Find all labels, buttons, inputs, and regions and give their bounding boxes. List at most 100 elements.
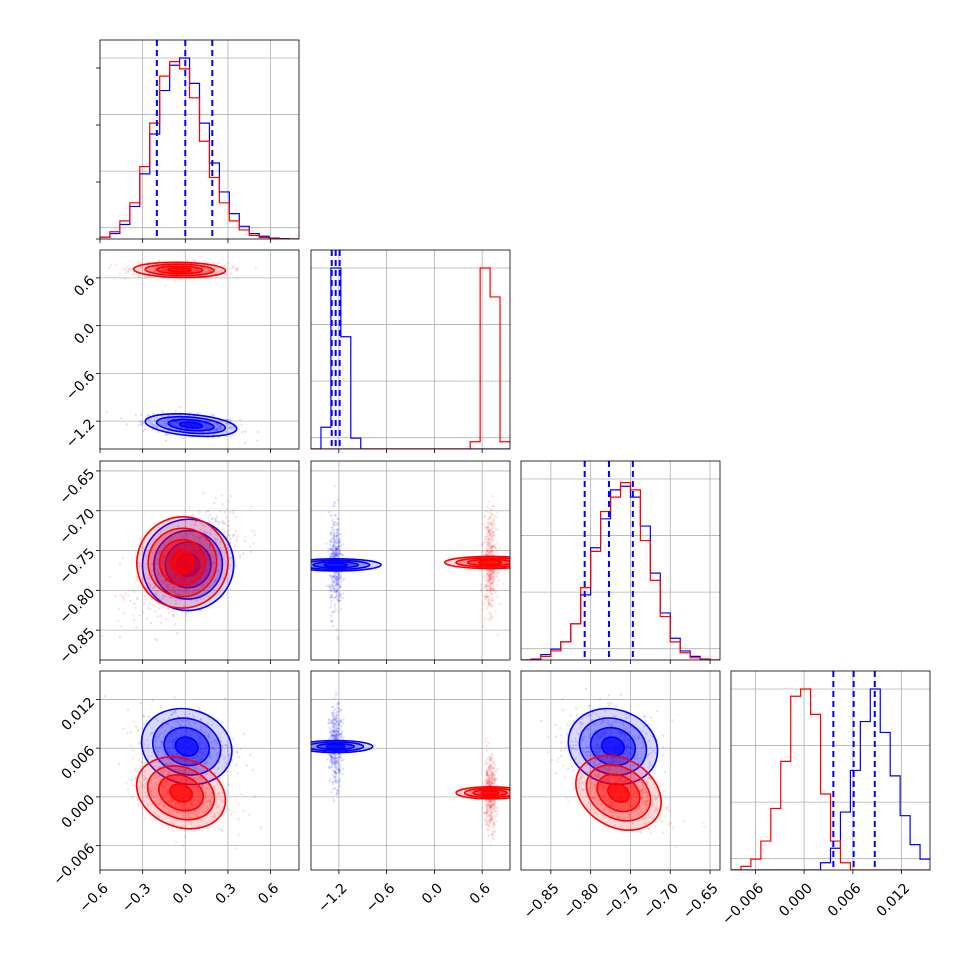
scatter-point: [614, 760, 617, 763]
scatter-point: [334, 735, 337, 739]
scatter-point: [493, 767, 496, 770]
scatter-point: [593, 785, 596, 789]
scatter-point: [190, 804, 193, 808]
scatter-point: [335, 762, 338, 765]
scatter-point: [329, 760, 332, 764]
scatter-point: [200, 782, 203, 785]
scatter-point: [334, 767, 338, 770]
scatter-point: [642, 817, 645, 820]
scatter-point: [331, 753, 335, 756]
scatter-point: [336, 554, 339, 558]
scatter-point: [598, 784, 601, 787]
scatter-point: [214, 532, 217, 535]
scatter-point: [196, 564, 199, 568]
scatter-point: [191, 714, 195, 717]
scatter-point: [491, 781, 495, 784]
scatter-point: [198, 536, 201, 540]
scatter-point: [332, 552, 336, 555]
scatter-point: [187, 816, 190, 819]
scatter-point: [186, 783, 190, 786]
scatter-point: [329, 533, 333, 536]
scatter-point: [485, 782, 489, 786]
scatter-point: [585, 746, 588, 749]
scatter-point: [332, 581, 335, 584]
scatter-point: [702, 821, 705, 824]
scatter-point: [337, 541, 340, 545]
scatter-point: [641, 741, 644, 744]
scatter-point: [336, 552, 339, 556]
scatter-point: [143, 778, 146, 781]
scatter-point: [119, 417, 123, 420]
scatter-point: [335, 581, 338, 584]
scatter-point: [143, 743, 146, 746]
scatter-point: [490, 777, 493, 780]
scatter-point: [602, 731, 605, 734]
scatter-point: [331, 765, 334, 768]
scatter-point: [144, 563, 147, 566]
scatter-point: [152, 604, 156, 607]
scatter-point: [153, 269, 156, 273]
scatter-point: [331, 780, 334, 784]
scatter-point: [211, 746, 214, 750]
scatter-point: [140, 760, 143, 764]
scatter-point: [493, 774, 496, 777]
scatter-point: [490, 770, 493, 773]
scatter-point: [199, 799, 202, 803]
scatter-point: [181, 575, 184, 579]
scatter-point: [138, 276, 141, 279]
scatter-point: [491, 782, 494, 785]
scatter-point: [340, 733, 343, 736]
scatter-point: [492, 589, 495, 592]
scatter-point: [333, 551, 336, 555]
scatter-point: [185, 728, 189, 731]
scatter-point: [156, 563, 160, 566]
scatter-point: [201, 560, 205, 563]
scatter-point: [173, 585, 176, 588]
scatter-point: [217, 791, 221, 794]
scatter-point: [333, 535, 337, 538]
scatter-point: [492, 504, 495, 508]
scatter-point: [331, 756, 334, 759]
scatter-point: [168, 583, 171, 586]
scatter-point: [329, 595, 333, 598]
scatter-point: [193, 809, 197, 812]
scatter-point: [230, 556, 233, 559]
scatter-point: [222, 800, 225, 803]
scatter-point: [227, 261, 230, 264]
scatter-point: [487, 777, 491, 780]
scatter-point: [167, 783, 170, 786]
scatter-point: [199, 790, 202, 793]
scatter-point: [333, 587, 336, 591]
scatter-point: [335, 531, 338, 534]
scatter-point: [172, 613, 175, 617]
scatter-point: [496, 807, 499, 810]
scatter-point: [223, 697, 227, 700]
scatter-point: [241, 431, 244, 434]
scatter-point: [487, 612, 491, 615]
scatter-point: [192, 800, 195, 803]
scatter-point: [616, 766, 619, 769]
scatter-point: [337, 768, 341, 771]
scatter-point: [582, 750, 585, 753]
scatter-point: [332, 524, 335, 527]
scatter-point: [495, 541, 498, 544]
scatter-point: [336, 789, 339, 792]
scatter-point: [336, 534, 339, 537]
scatter-point: [232, 737, 235, 740]
scatter-point: [336, 574, 339, 578]
scatter-point: [330, 758, 333, 761]
scatter-point: [165, 580, 168, 584]
scatter-point: [334, 764, 338, 767]
scatter-point: [165, 584, 169, 587]
scatter-point: [489, 811, 493, 815]
scatter-point: [490, 534, 493, 537]
scatter-point: [494, 809, 497, 812]
histogram-red: [100, 61, 299, 239]
scatter-point: [335, 732, 338, 736]
scatter-point: [491, 777, 494, 781]
scatter-point: [219, 425, 222, 429]
scatter-point: [486, 767, 489, 770]
scatter-point: [337, 534, 340, 537]
scatter-point: [623, 773, 626, 776]
scatter-point: [489, 540, 493, 543]
